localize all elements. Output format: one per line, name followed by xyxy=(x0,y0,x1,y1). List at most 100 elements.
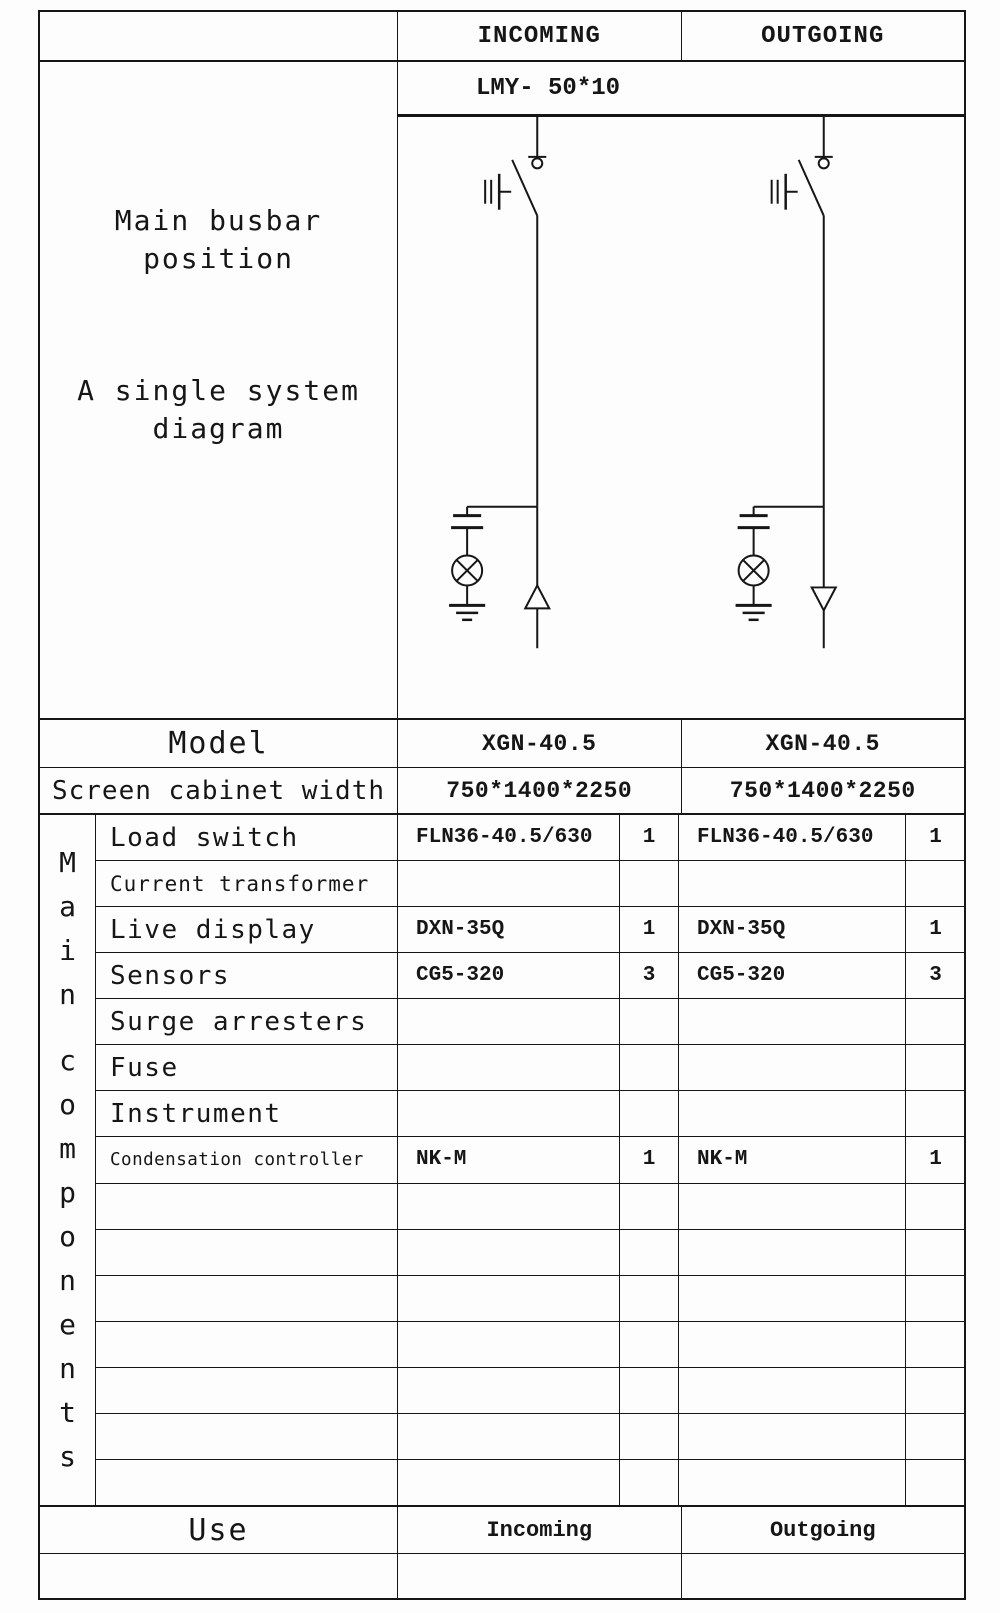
busbar-label-cell: LMY- 50*10 xyxy=(398,62,964,117)
component-row: Fuse xyxy=(96,1045,965,1092)
model-label: Model xyxy=(40,720,398,767)
cabinet-size-row: Screen cabinet width 750*1400*2250 750*1… xyxy=(40,768,964,815)
component-label xyxy=(96,1459,398,1505)
component-outgoing-qty xyxy=(906,1276,965,1321)
component-incoming-qty xyxy=(620,861,679,907)
component-incoming-qty xyxy=(620,1275,679,1321)
component-outgoing-qty xyxy=(906,1460,965,1505)
bottom-empty-left xyxy=(40,1554,398,1598)
component-incoming-model xyxy=(398,999,620,1045)
component-incoming-qty xyxy=(620,1321,679,1367)
vertical-letter: p xyxy=(59,1176,76,1209)
components-table: Load switch FLN36-40.5/630 1 FLN36-40.5/630… xyxy=(96,815,965,1505)
component-row xyxy=(96,1413,965,1460)
component-outgoing-model xyxy=(679,1275,906,1321)
cabinet-size-incoming-value: 750*1400*2250 xyxy=(398,768,682,813)
component-outgoing-model xyxy=(679,1183,906,1229)
component-outgoing-model xyxy=(679,1091,906,1137)
component-outgoing-model: FLN36-40.5/630 xyxy=(679,815,906,861)
outgoing-feeder xyxy=(735,117,838,649)
incoming-feeder xyxy=(449,117,551,649)
component-row: Instrument xyxy=(96,1091,965,1138)
component-label: Current transformer xyxy=(96,861,398,907)
diagram-column: LMY- 50*10 xyxy=(398,62,964,718)
component-outgoing-qty xyxy=(906,1045,965,1090)
vertical-letter: s xyxy=(59,1440,76,1473)
use-outgoing-value: Outgoing xyxy=(769,1517,876,1543)
model-incoming-value: XGN-40.5 xyxy=(398,720,682,767)
vertical-letter: M xyxy=(59,846,76,879)
header-row: INCOMING OUTGOING xyxy=(40,12,964,62)
vertical-letter: n xyxy=(59,1264,76,1297)
component-incoming-model xyxy=(398,1275,620,1321)
vertical-letter: n xyxy=(59,978,76,1011)
vertical-letter: e xyxy=(59,1308,76,1341)
component-incoming-model: DXN-35Q xyxy=(398,907,620,953)
component-outgoing-qty: 1 xyxy=(929,1148,942,1172)
component-outgoing-model xyxy=(679,1413,906,1459)
component-outgoing-qty xyxy=(906,1230,965,1275)
component-label xyxy=(96,1229,398,1275)
component-label xyxy=(96,1367,398,1413)
diagram-band: Main busbar position A single system dia… xyxy=(40,62,964,720)
component-incoming-qty xyxy=(620,1183,679,1229)
component-outgoing-model: CG5-320 xyxy=(679,953,906,999)
component-row: Sensors CG5-320 3 CG5-320 3 xyxy=(96,953,965,1000)
component-incoming-qty xyxy=(620,1091,679,1137)
single-line-diagram-svg xyxy=(449,117,838,649)
component-label xyxy=(96,1275,398,1321)
component-outgoing-qty xyxy=(906,1368,965,1413)
use-row: Use Incoming Outgoing xyxy=(40,1507,964,1554)
component-incoming-qty: 1 xyxy=(620,815,679,861)
component-row: Current transformer xyxy=(96,861,965,908)
component-outgoing-model xyxy=(679,1367,906,1413)
component-incoming-model xyxy=(398,861,620,907)
single-system-diagram-label: A single system diagram xyxy=(77,374,360,445)
component-incoming-model: FLN36-40.5/630 xyxy=(398,815,620,861)
bottom-empty-incoming xyxy=(398,1554,682,1598)
component-incoming-model xyxy=(398,1321,620,1367)
component-outgoing-model xyxy=(679,1229,906,1275)
model-outgoing-value: XGN-40.5 xyxy=(765,730,880,757)
model-row: Model XGN-40.5 XGN-40.5 xyxy=(40,720,964,768)
component-label: Sensors xyxy=(96,953,398,999)
component-outgoing-model xyxy=(679,1321,906,1367)
component-label xyxy=(96,1183,398,1229)
component-row xyxy=(96,1229,965,1276)
component-incoming-model xyxy=(398,1367,620,1413)
component-row: Surge arresters xyxy=(96,999,965,1046)
component-label: Instrument xyxy=(96,1091,398,1137)
single-line-diagram xyxy=(398,117,964,718)
vertical-letter: a xyxy=(59,890,76,923)
component-outgoing-qty xyxy=(906,1091,965,1136)
component-incoming-model xyxy=(398,1091,620,1137)
header-empty-cell xyxy=(40,12,398,60)
component-outgoing-model xyxy=(679,999,906,1045)
component-outgoing-qty xyxy=(906,1414,965,1459)
component-incoming-model xyxy=(398,1229,620,1275)
component-label: Live display xyxy=(96,907,398,953)
component-outgoing-qty xyxy=(906,1322,965,1367)
component-outgoing-model xyxy=(679,861,906,907)
component-row xyxy=(96,1321,965,1368)
main-busbar-position-label: Main busbar position xyxy=(114,204,323,275)
header-outgoing: OUTGOING xyxy=(761,22,885,50)
component-row xyxy=(96,1459,965,1505)
component-row xyxy=(96,1367,965,1414)
component-label: Condensation controller xyxy=(96,1137,398,1183)
cabinet-size-outgoing-value: 750*1400*2250 xyxy=(729,777,916,804)
component-incoming-qty: 1 xyxy=(620,1137,679,1183)
component-label xyxy=(96,1321,398,1367)
component-incoming-model xyxy=(398,1459,620,1505)
component-row: Condensation controller NK-M 1 NK-M 1 xyxy=(96,1137,965,1184)
component-outgoing-qty: 1 xyxy=(929,826,942,850)
component-incoming-model xyxy=(398,1183,620,1229)
component-outgoing-model: NK-M xyxy=(679,1137,906,1183)
vertical-letter: o xyxy=(59,1088,76,1121)
component-incoming-qty xyxy=(620,1459,679,1505)
diagram-description-cell: Main busbar position A single system dia… xyxy=(40,62,398,718)
component-outgoing-qty: 3 xyxy=(929,964,942,988)
use-incoming-value: Incoming xyxy=(398,1507,682,1553)
